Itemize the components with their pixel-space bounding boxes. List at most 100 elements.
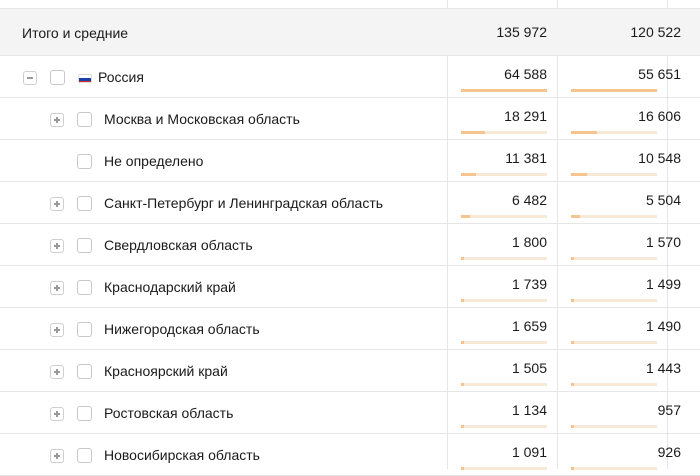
col1-share-bar [461,299,547,302]
row-checkbox[interactable] [77,364,92,379]
col1-share-bar-fill [461,341,464,344]
row-checkbox[interactable] [77,238,92,253]
col2-share-bar [571,173,657,176]
col2-value: 957 [657,402,681,418]
col1-value: 1 091 [511,444,547,460]
totals-col1-value: 135 972 [496,24,547,40]
table-row[interactable]: Не определено 11 381 10 548 [0,140,700,182]
table-row[interactable]: Ростовская область 1 134 957 [0,392,700,434]
row-checkbox[interactable] [77,322,92,337]
expand-plus-icon[interactable] [50,281,64,295]
col2-value: 1 570 [645,234,681,250]
col2-value: 926 [657,444,681,460]
col1-share-bar-fill [461,383,464,386]
table-row[interactable]: Свердловская область 1 800 1 570 [0,224,700,266]
col2-share-bar [571,425,657,428]
russia-flag-icon [78,74,92,83]
col1-value: 1 134 [511,402,547,418]
row-checkbox[interactable] [77,448,92,463]
expand-plus-icon[interactable] [50,407,64,421]
col2-value: 10 548 [638,150,681,166]
region-label: Свердловская область [104,237,253,253]
col1-share-bar [461,131,547,134]
col2-share-bar [571,131,657,134]
col2-share-bar [571,257,657,260]
expand-plus-icon[interactable] [50,365,64,379]
col2-share-bar [571,89,657,92]
col1-value: 1 505 [511,360,547,376]
col1-share-bar [461,257,547,260]
col2-share-bar-fill [571,299,574,302]
totals-col2-value: 120 522 [630,24,681,40]
row-checkbox[interactable] [77,112,92,127]
column-divider [667,0,668,469]
region-label: Новосибирская область [104,447,260,463]
col1-value: 18 291 [504,108,547,124]
col1-share-bar [461,383,547,386]
table-row[interactable]: Красноярский край 1 505 1 443 [0,350,700,392]
region-label: Краснодарский край [104,279,236,295]
col2-value: 1 499 [645,276,681,292]
expand-plus-icon[interactable] [50,449,64,463]
col2-share-bar [571,299,657,302]
col1-value: 64 588 [504,66,547,82]
header-row-edge [0,0,700,9]
col2-share-bar-fill [571,257,574,260]
col1-share-bar [461,425,547,428]
col2-share-bar [571,215,657,218]
col2-value: 5 504 [645,192,681,208]
row-checkbox[interactable] [77,280,92,295]
table-body: Россия 64 588 55 651 Москва и Московская об… [0,56,700,476]
col1-share-bar-fill [461,425,464,428]
col2-share-bar-fill [571,173,587,176]
region-label: Ростовская область [104,405,234,421]
table-row[interactable]: Нижегородская область 1 659 1 490 [0,308,700,350]
table-row[interactable]: Санкт-Петербург и Ленинградская область 6… [0,182,700,224]
col1-value: 1 800 [511,234,547,250]
col1-value: 1 659 [511,318,547,334]
col1-share-bar-fill [461,131,485,134]
col1-share-bar-fill [461,257,464,260]
column-divider [447,0,448,469]
col1-share-bar [461,215,547,218]
region-label: Красноярский край [104,363,228,379]
expand-plus-icon[interactable] [50,113,64,127]
col1-share-bar [461,341,547,344]
totals-row: Итого и средние 135 972 120 522 [0,9,700,56]
row-checkbox[interactable] [50,70,65,85]
region-label: Россия [98,69,144,85]
region-label: Санкт-Петербург и Ленинградская область [104,195,384,211]
table-row[interactable]: Краснодарский край 1 739 1 499 [0,266,700,308]
region-label: Не определено [104,153,204,169]
col2-value: 16 606 [638,108,681,124]
row-checkbox[interactable] [77,406,92,421]
col1-share-bar [461,173,547,176]
table-row[interactable]: Москва и Московская область 18 291 16 606 [0,98,700,140]
table-row[interactable]: Россия 64 588 55 651 [0,56,700,98]
col2-value: 1 443 [645,360,681,376]
col2-value: 1 490 [645,318,681,334]
col2-share-bar-fill [571,425,574,428]
region-label: Москва и Московская область [104,111,300,127]
row-checkbox[interactable] [77,196,92,211]
expand-plus-icon[interactable] [50,323,64,337]
col1-share-bar-fill [461,89,547,92]
col1-value: 6 482 [511,192,547,208]
region-label: Нижегородская область [104,321,260,337]
table-row[interactable]: Новосибирская область 1 091 926 [0,434,700,476]
col1-share-bar-fill [461,299,464,302]
col1-share-bar-fill [461,215,470,218]
col2-share-bar-fill [571,383,574,386]
col1-share-bar [461,89,547,92]
col2-share-bar-fill [571,215,580,218]
col2-value: 55 651 [638,66,681,82]
col1-share-bar-fill [461,173,476,176]
col2-share-bar [571,383,657,386]
col1-value: 1 739 [511,276,547,292]
collapse-minus-icon[interactable] [23,71,37,85]
expand-plus-icon[interactable] [50,239,64,253]
row-checkbox[interactable] [77,154,92,169]
expand-plus-icon[interactable] [50,197,64,211]
col2-share-bar-fill [571,341,574,344]
